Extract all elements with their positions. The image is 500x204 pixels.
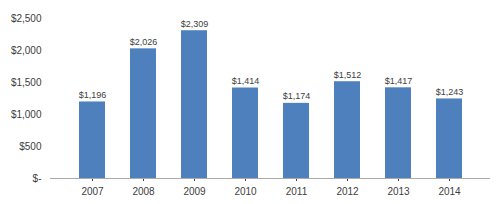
svg-text:$500: $500	[19, 141, 42, 152]
svg-text:$1,000: $1,000	[11, 109, 42, 120]
svg-text:$1,500: $1,500	[11, 77, 42, 88]
svg-text:2013: 2013	[387, 186, 410, 197]
svg-text:$-: $-	[33, 173, 42, 184]
svg-text:$1,196: $1,196	[79, 90, 107, 100]
svg-text:$1,512: $1,512	[334, 70, 362, 80]
svg-text:2008: 2008	[132, 186, 155, 197]
svg-text:2007: 2007	[81, 186, 104, 197]
svg-text:$2,309: $2,309	[181, 19, 209, 29]
svg-text:$2,026: $2,026	[130, 37, 158, 47]
svg-text:$1,414: $1,414	[232, 76, 260, 86]
svg-text:$1,174: $1,174	[283, 91, 311, 101]
svg-text:$2,500: $2,500	[11, 13, 42, 24]
svg-text:2010: 2010	[234, 186, 257, 197]
svg-text:2014: 2014	[438, 186, 461, 197]
svg-text:$1,243: $1,243	[436, 87, 464, 97]
svg-text:2009: 2009	[183, 186, 206, 197]
svg-text:$2,000: $2,000	[11, 45, 42, 56]
svg-text:2012: 2012	[336, 186, 359, 197]
svg-text:$1,417: $1,417	[385, 76, 413, 86]
svg-text:2011: 2011	[286, 186, 308, 197]
